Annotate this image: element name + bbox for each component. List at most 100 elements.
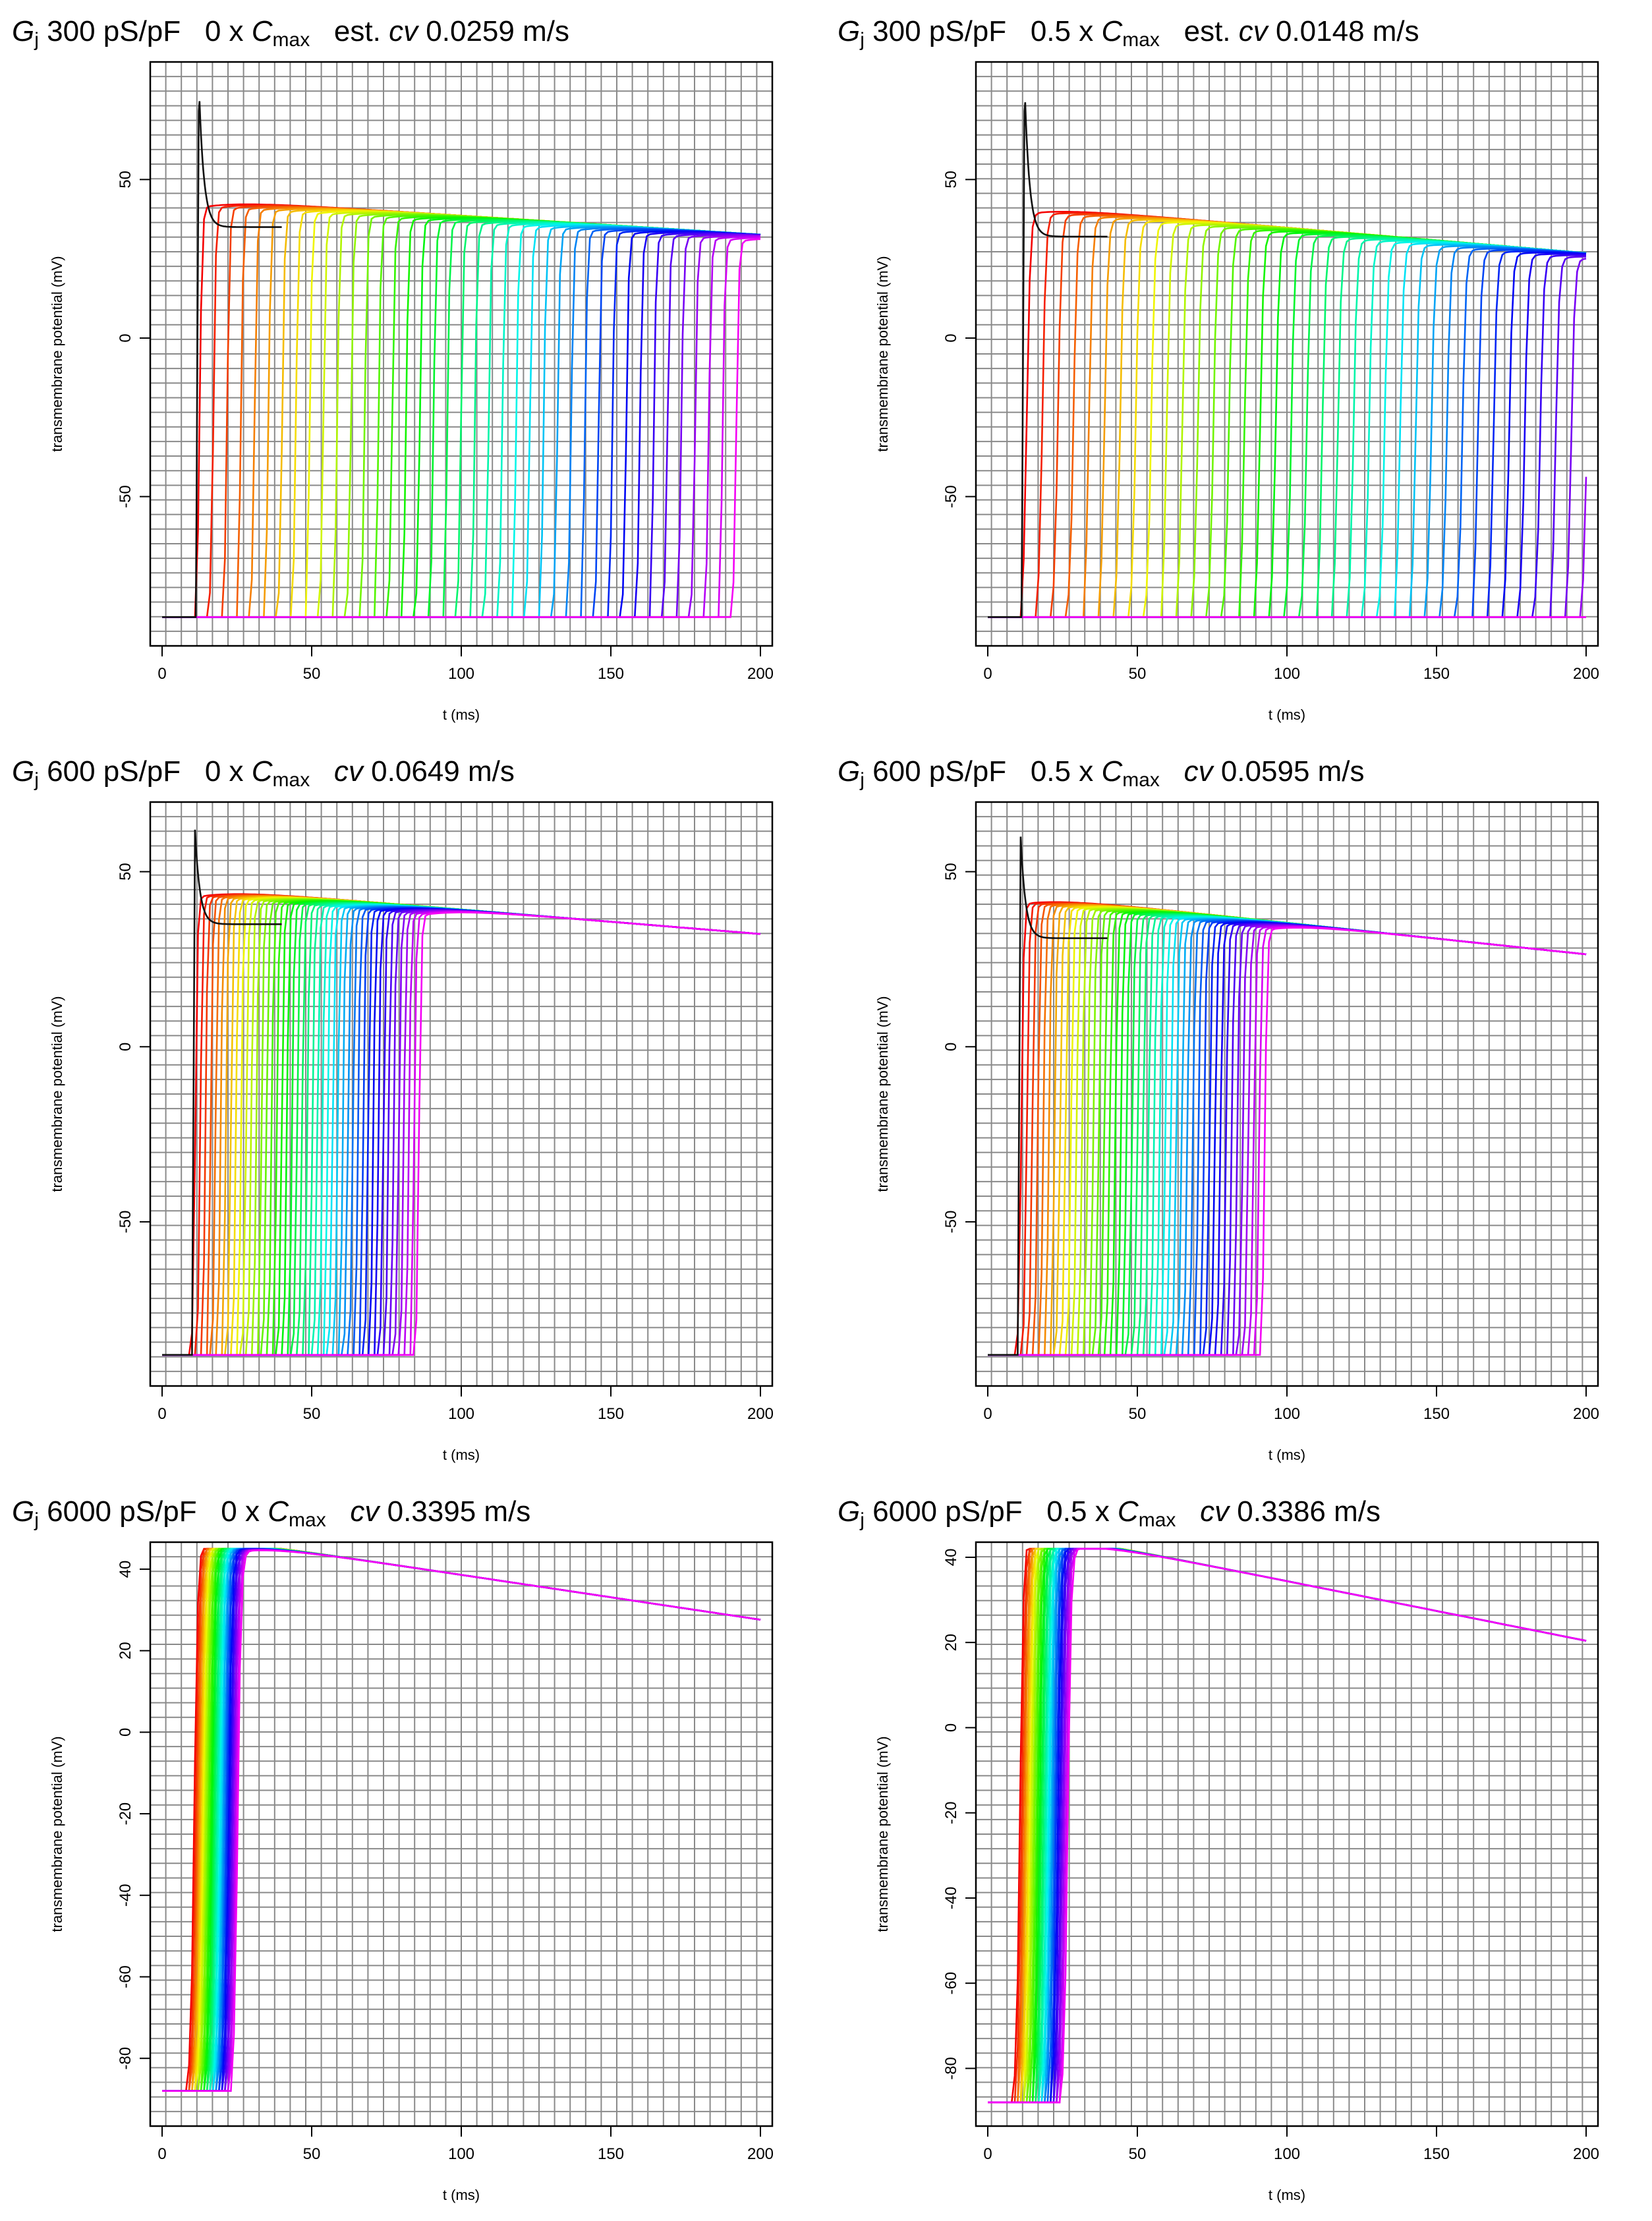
y-tick-label: 0 [117,333,134,342]
x-axis-label: t (ms) [443,2187,480,2203]
y-tick-label: 0 [942,333,960,342]
grid-lines [976,1542,1598,2126]
x-tick-label: 50 [303,665,321,683]
y-tick-label: 0 [117,1043,134,1051]
grid-lines [150,1542,772,2126]
y-axis-label: transmembrane potential (mV) [874,256,891,451]
grid-lines [976,802,1598,1386]
series-line [162,238,761,618]
series-group [988,1547,1587,2104]
y-tick-label: -40 [942,1887,960,1910]
chart-plot: 0 50 100 150 200 -50 0 50 t (ms) transmembrane po… [874,801,1599,1463]
stimulus-cell-line [988,102,1108,618]
series-line [988,927,1587,1356]
chart-plot: 0 50 100 150 200 -50 0 50 t (ms) transmembrane po… [49,801,774,1463]
y-axis-label: transmembrane potential (mV) [49,1736,65,1932]
series-group [988,102,1587,618]
x-axis-label: t (ms) [1268,2187,1305,2203]
x-tick-label: 50 [1129,2145,1147,2163]
x-tick-label: 200 [1573,2145,1599,2163]
y-tick-label: -50 [117,485,134,508]
chart-plot: 0 50 100 150 200 -80 -60 -40 -20 0 20 40 t (ms) trans… [49,1541,774,2203]
y-tick-label: -60 [117,1965,134,1988]
chart-title: Gj 300 pS/pF 0.5 x Cmax est. cv 0.0148 m… [838,15,1419,51]
y-tick-label: 0 [117,1728,134,1737]
y-tick-label: -50 [942,485,960,508]
x-tick-label: 150 [1423,1405,1450,1423]
chart-panel-3: Gj 600 pS/pF 0 x Cmax cv 0.0649 m/s 0 50 1… [0,740,826,1480]
chart-title: Gj 600 pS/pF 0 x Cmax cv 0.0649 m/s [12,755,515,791]
chart-panel-6: Gj 6000 pS/pF 0.5 x Cmax cv 0.3386 m/s 0… [826,1480,1651,2220]
x-tick-label: 150 [598,665,624,683]
y-tick-label: -20 [942,1801,960,1824]
x-tick-label: 100 [1274,1405,1300,1423]
y-tick-label: -80 [117,2047,134,2070]
chart-panel-1: Gj 300 pS/pF 0 x Cmax est. cv 0.0259 m/s… [0,0,826,740]
y-axis-label: transmembrane potential (mV) [874,996,891,1192]
chart-title: Gj 600 pS/pF 0.5 x Cmax cv 0.0595 m/s [838,755,1365,791]
y-tick-label: 40 [942,1549,960,1567]
y-axis-label: transmembrane potential (mV) [49,256,65,451]
x-tick-label: 100 [448,665,474,683]
y-tick-label: -50 [117,1211,134,1234]
chart-plot: 0 50 100 150 200 -50 0 50 t (ms) transmembrane po… [49,61,774,723]
x-tick-label: 200 [747,665,774,683]
y-tick-label: 50 [117,171,134,188]
y-tick-label: -40 [117,1884,134,1907]
y-tick-label: -50 [942,1211,960,1234]
x-tick-label: 0 [983,1405,992,1423]
x-tick-label: 50 [303,1405,321,1423]
stimulus-cell-line [988,836,1108,1356]
chart-title: Gj 6000 pS/pF 0 x Cmax cv 0.3395 m/s [12,1495,531,1531]
series-group [162,829,761,1356]
y-axis-label: transmembrane potential (mV) [874,1736,891,1932]
y-tick-label: 50 [942,863,960,880]
chart-panel-5: Gj 6000 pS/pF 0 x Cmax cv 0.3395 m/s 0 50… [0,1480,826,2220]
series-line [988,1547,1587,2104]
series-line [162,911,761,1356]
chart-title: Gj 6000 pS/pF 0.5 x Cmax cv 0.3386 m/s [838,1495,1381,1531]
x-tick-label: 150 [598,2145,624,2163]
chart-title: Gj 300 pS/pF 0 x Cmax est. cv 0.0259 m/s [12,15,569,51]
x-tick-label: 0 [157,2145,166,2163]
x-tick-label: 200 [747,2145,774,2163]
x-tick-label: 200 [1573,665,1599,683]
x-tick-label: 50 [1129,665,1147,683]
chart-plot: 0 50 100 150 200 -50 0 50 t (ms) transmembrane po… [874,61,1599,723]
chart-panel-4: Gj 600 pS/pF 0.5 x Cmax cv 0.0595 m/s 0 5… [826,740,1651,1480]
y-tick-label: 20 [117,1642,134,1659]
y-tick-label: -80 [942,2057,960,2080]
x-tick-label: 0 [983,665,992,683]
x-tick-label: 100 [448,2145,474,2163]
y-tick-label: -20 [117,1803,134,1826]
x-tick-label: 0 [157,1405,166,1423]
y-axis-label: transmembrane potential (mV) [49,996,65,1192]
y-tick-label: 50 [117,863,134,880]
x-tick-label: 50 [303,2145,321,2163]
x-tick-label: 0 [157,665,166,683]
chart-plot: 0 50 100 150 200 -80 -60 -40 -20 0 20 40 t (ms) trans… [874,1541,1599,2203]
x-tick-label: 150 [598,1405,624,1423]
y-tick-label: 0 [942,1723,960,1732]
y-tick-label: 20 [942,1634,960,1652]
y-tick-label: 40 [117,1561,134,1578]
series-group [988,836,1587,1356]
y-tick-label: 0 [942,1043,960,1051]
x-tick-label: 150 [1423,2145,1450,2163]
x-tick-label: 200 [747,1405,774,1423]
stimulus-cell-line [162,101,282,618]
series-line [162,1549,761,2092]
x-tick-label: 100 [1274,2145,1300,2163]
series-group [162,1547,761,2092]
stimulus-cell-line [162,829,282,1356]
x-tick-label: 50 [1129,1405,1147,1423]
x-tick-label: 100 [448,1405,474,1423]
x-axis-label: t (ms) [1268,1447,1305,1463]
x-tick-label: 0 [983,2145,992,2163]
y-tick-label: 50 [942,171,960,188]
x-tick-label: 200 [1573,1405,1599,1423]
chart-panel-2: Gj 300 pS/pF 0.5 x Cmax est. cv 0.0148 m… [826,0,1651,740]
x-tick-label: 100 [1274,665,1300,683]
y-tick-label: -60 [942,1972,960,1995]
x-axis-label: t (ms) [443,707,480,723]
